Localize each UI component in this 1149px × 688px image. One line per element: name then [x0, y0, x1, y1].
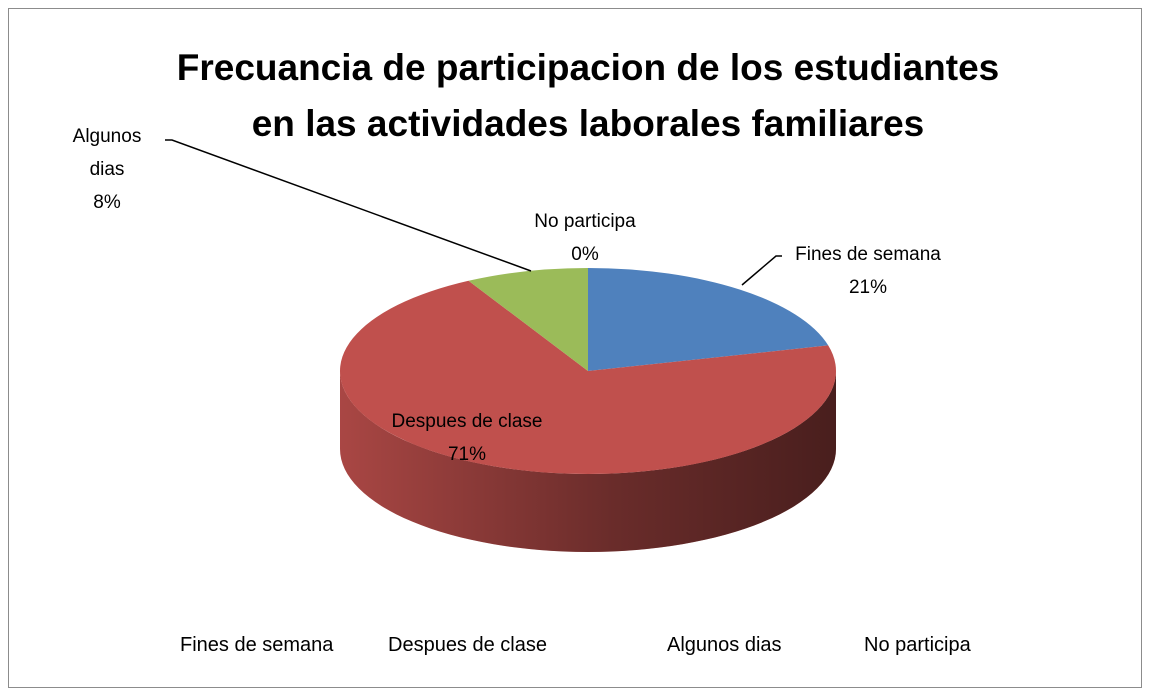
data-label-category: No participa [534, 211, 636, 232]
slice [468, 268, 588, 371]
data-label-value: 21% [848, 277, 888, 298]
legend-label: Algunos dias [667, 634, 782, 656]
data-label-value: 0% [571, 244, 599, 265]
data-label: No participa 0% [505, 205, 665, 271]
leader-line [741, 255, 782, 286]
legend-label: Fines de semana [180, 634, 334, 656]
legend-label: No participa [864, 634, 971, 656]
data-label-category: Despues de clase [391, 411, 543, 432]
data-label: Despues de clase 71% [367, 405, 567, 471]
slice [588, 268, 829, 371]
data-label-category: Fines de semana [795, 244, 941, 265]
legend-item: Despues de clase [388, 632, 547, 658]
chart-title: Frecuancia de participacion de los estud… [176, 47, 1000, 144]
data-label: Algunos dias 8% [57, 120, 157, 219]
data-label-value: 71% [447, 444, 487, 465]
leader-line [165, 139, 532, 272]
data-label-value: 8% [93, 192, 121, 213]
data-label-category: Algunos dias [72, 126, 142, 180]
slice [339, 280, 836, 474]
legend-item: Fines de semana [180, 632, 333, 658]
legend-item: No participa [864, 632, 971, 658]
legend-item: Algunos dias [667, 632, 782, 658]
slice-side-shade [340, 371, 836, 552]
data-label: Fines de semana 21% [768, 238, 968, 304]
legend-label: Despues de clase [388, 634, 547, 656]
